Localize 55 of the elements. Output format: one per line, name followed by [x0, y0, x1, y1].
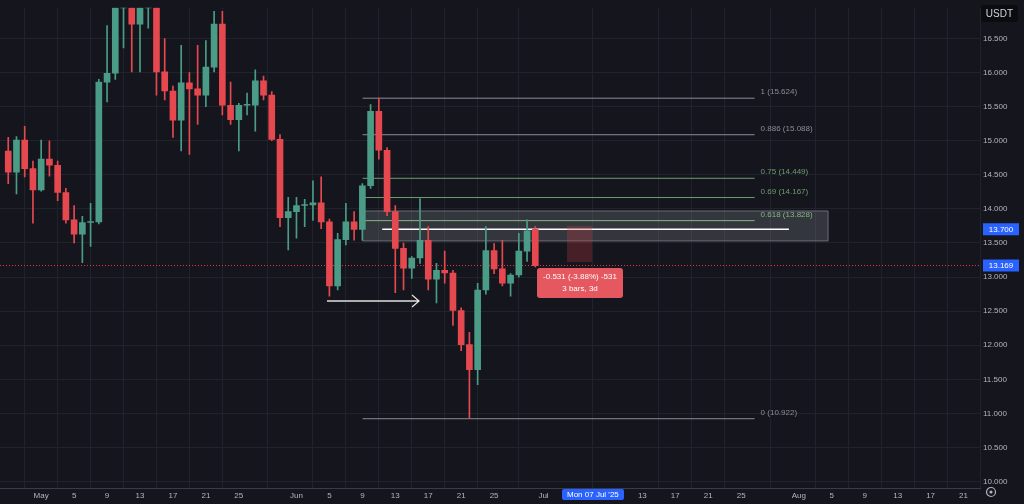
x-tick-label: 17	[168, 491, 178, 501]
ref-line-label: 1 (15.624)	[760, 87, 798, 97]
x-tick-label: 21	[456, 491, 467, 501]
ref-line-label: 0.618 (13.828)	[760, 209, 813, 219]
x-tick-label: Jul	[538, 491, 549, 501]
x-tick-label: 5	[71, 491, 77, 501]
y-tick-label: 13.000	[983, 272, 1009, 282]
x-tick-label: 17	[423, 491, 434, 501]
y-tick-label: 14.500	[983, 170, 1009, 180]
y-tick-label: 15.500	[983, 101, 1009, 111]
candlestick	[243, 92, 251, 116]
y-tick-label: 10.500	[983, 442, 1009, 452]
x-tick-label: Aug	[791, 491, 806, 501]
y-tick-label: 10.000	[983, 476, 1009, 486]
ref-line-label: 0.69 (14.167)	[760, 186, 809, 196]
x-tick-label: 25	[489, 491, 500, 501]
x-tick-label: 17	[926, 491, 936, 501]
y-tick-label: 11.500	[983, 374, 1008, 384]
x-tick-label: 5	[829, 491, 835, 501]
x-tick-label: 21	[959, 491, 969, 501]
annotation: 3 bars, 3d	[561, 283, 599, 295]
x-tick-label: 13	[390, 491, 401, 501]
candlestick	[309, 180, 317, 221]
candlestick	[441, 250, 449, 284]
x-tick-label: 25	[234, 491, 244, 501]
x-tick-label: 9	[104, 491, 110, 501]
x-tick-label: 5	[327, 491, 333, 501]
ref-line-label: 13.169	[988, 260, 1014, 270]
x-tick-label: Jun	[290, 491, 303, 501]
ref-line-label: 0 (10.922)	[760, 407, 798, 417]
y-tick-label: 16.500	[983, 33, 1009, 43]
ref-line-label: 13.700	[988, 224, 1014, 234]
candlestick	[128, 7, 136, 73]
x-tick-label: 17	[670, 491, 681, 501]
y-axis-title: USDT	[980, 5, 1018, 22]
x-tick-label: 13	[135, 491, 145, 501]
x-tick-label: 25	[736, 491, 747, 501]
text: Mon 07 Jul '25	[562, 489, 624, 500]
y-tick-label: 15.000	[983, 135, 1009, 145]
y-tick-label: 16.000	[983, 67, 1009, 77]
x-tick-label: 21	[703, 491, 714, 501]
x-tick-label: 13	[637, 491, 648, 501]
x-tick-label: 13	[893, 491, 903, 501]
y-tick-label: 11.000	[983, 408, 1008, 418]
x-tick-label: 21	[201, 491, 211, 501]
y-tick-label: 12.000	[983, 340, 1009, 350]
y-tick-label: 13.500	[983, 238, 1009, 248]
ref-line-label: 0.75 (14.449)	[760, 167, 809, 177]
y-tick-label: 12.500	[983, 306, 1009, 316]
ref-line-label: 0.886 (15.088)	[760, 123, 813, 133]
x-tick-label: May	[33, 491, 49, 501]
annotation: -0.531 (-3.88%) -531	[542, 271, 618, 283]
x-tick-label: 9	[360, 491, 366, 501]
y-tick-label: 14.000	[983, 204, 1009, 214]
x-tick-label: 9	[862, 491, 868, 501]
